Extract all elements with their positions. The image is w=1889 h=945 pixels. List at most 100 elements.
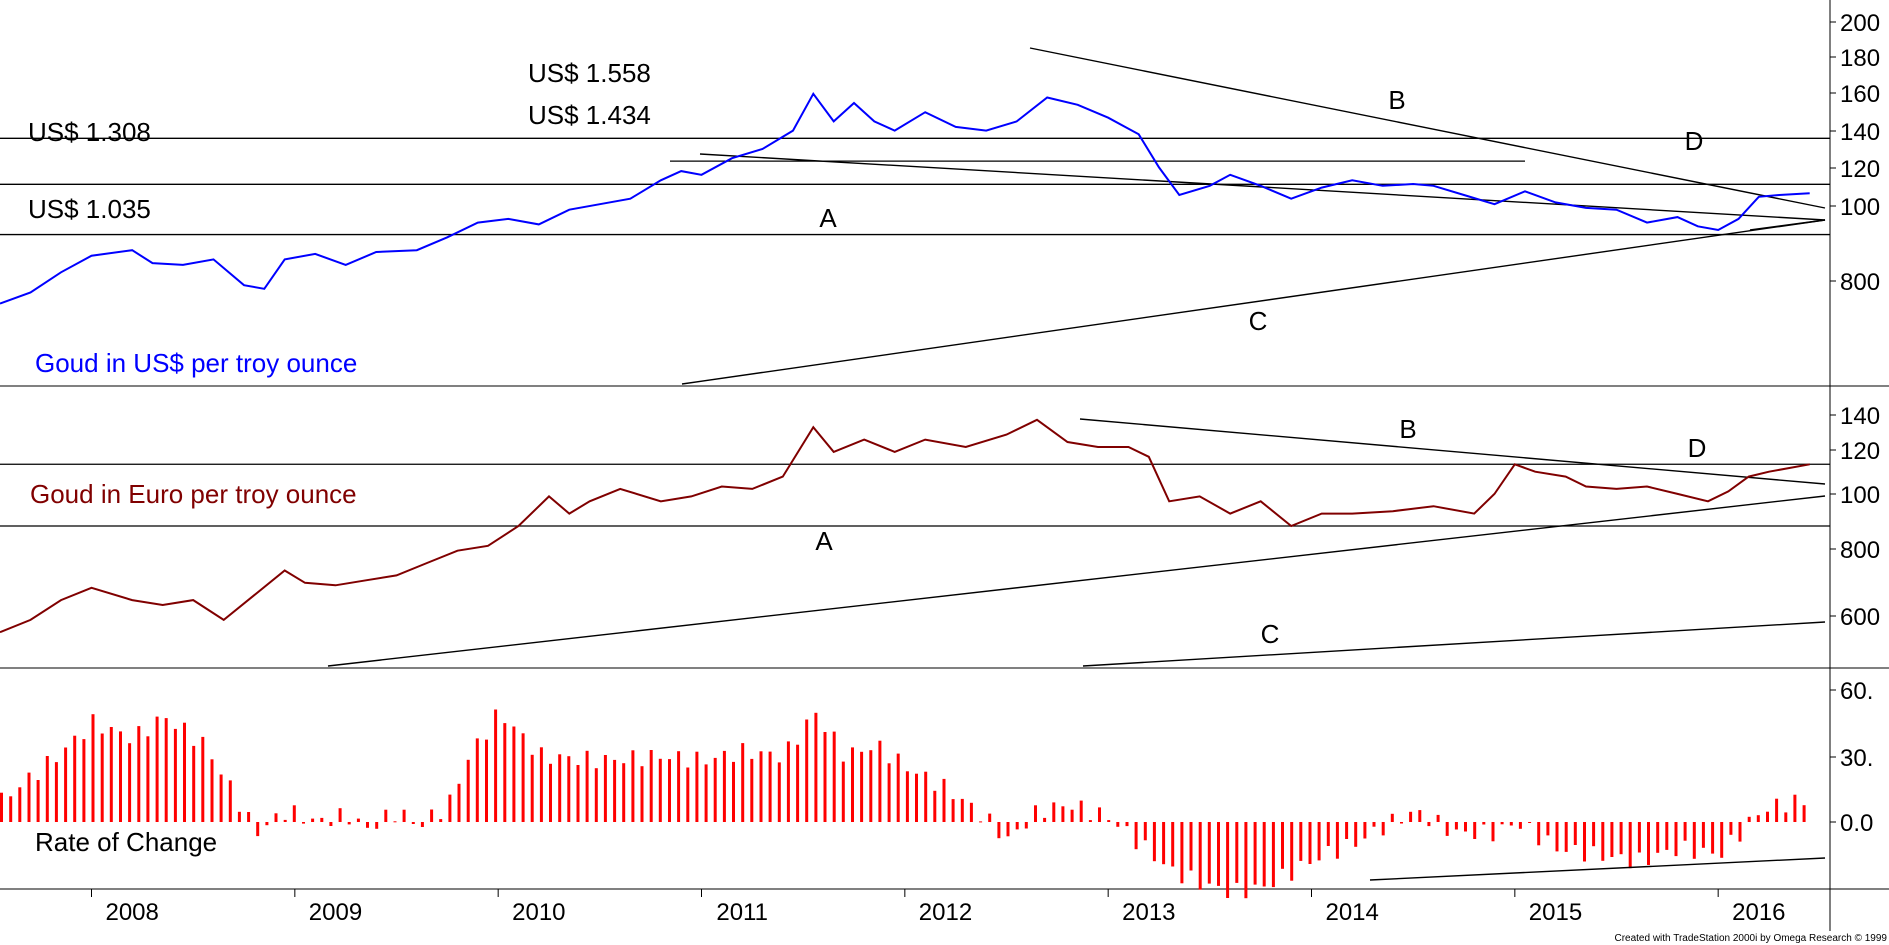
roc-bar bbox=[1537, 822, 1541, 846]
roc-bar bbox=[356, 818, 360, 822]
level-label: US$ 1.035 bbox=[28, 194, 151, 224]
roc-bar bbox=[302, 822, 305, 824]
roc-bar bbox=[603, 755, 607, 822]
gold-eur-line bbox=[0, 418, 1810, 634]
roc-bar bbox=[320, 817, 324, 822]
roc-bar bbox=[1701, 822, 1705, 848]
roc-bar bbox=[1720, 822, 1724, 858]
roc-bar bbox=[292, 805, 296, 822]
roc-bar bbox=[1354, 822, 1358, 847]
roc-bar bbox=[1079, 800, 1083, 822]
roc-bar bbox=[896, 753, 900, 822]
trend-line bbox=[1749, 219, 1826, 231]
roc-bar bbox=[164, 718, 168, 822]
roc-bar bbox=[686, 767, 690, 822]
roc-bar bbox=[988, 813, 992, 822]
roc-bar bbox=[695, 751, 699, 822]
roc-bar bbox=[1500, 822, 1504, 825]
roc-bar bbox=[329, 822, 333, 826]
y-tick-label: 60. bbox=[1840, 678, 1873, 705]
roc-bar bbox=[951, 799, 955, 822]
roc-bar bbox=[411, 822, 415, 824]
trend-line-label: B bbox=[1388, 85, 1405, 115]
x-tick-label: 2015 bbox=[1529, 899, 1582, 926]
roc-bar bbox=[777, 762, 781, 822]
roc-bar bbox=[1207, 822, 1211, 884]
roc-bar bbox=[1628, 822, 1632, 869]
y-tick-label: 140 bbox=[1840, 119, 1880, 146]
roc-bar bbox=[375, 822, 379, 829]
roc-bar bbox=[585, 750, 589, 822]
y-tick-label: 100 bbox=[1840, 482, 1880, 509]
roc-bar bbox=[265, 822, 269, 826]
roc-bar bbox=[1409, 811, 1413, 822]
roc-bar bbox=[283, 819, 287, 822]
roc-bar bbox=[1747, 816, 1751, 822]
x-tick-label: 2011 bbox=[716, 899, 768, 926]
roc-bar bbox=[1317, 822, 1321, 861]
roc-bar bbox=[530, 754, 534, 822]
roc-bar bbox=[137, 726, 141, 822]
roc-bar bbox=[1656, 822, 1660, 853]
roc-title: Rate of Change bbox=[35, 827, 217, 857]
gold-usd-title: Goud in US$ per troy ounce bbox=[35, 348, 357, 378]
roc-bar bbox=[567, 756, 571, 822]
x-tick-label: 2008 bbox=[105, 899, 158, 926]
roc-bar bbox=[997, 822, 1001, 839]
roc-bar bbox=[786, 741, 790, 822]
roc-bar bbox=[73, 735, 77, 822]
roc-bar bbox=[1509, 822, 1513, 826]
roc-bar bbox=[841, 761, 845, 822]
roc-bar bbox=[1335, 822, 1339, 859]
roc-bar bbox=[1583, 822, 1586, 862]
roc-bar bbox=[155, 716, 159, 822]
roc-bar bbox=[640, 766, 644, 822]
roc-bar bbox=[1647, 822, 1650, 865]
roc-bar bbox=[311, 818, 315, 822]
roc-bar bbox=[0, 792, 3, 822]
roc-bar bbox=[1043, 817, 1047, 822]
roc-bar bbox=[1290, 822, 1294, 881]
roc-bar bbox=[915, 773, 918, 822]
roc-bar bbox=[119, 731, 122, 822]
roc-bar bbox=[237, 811, 241, 822]
roc-bar bbox=[1683, 822, 1687, 841]
y-tick-label: 120 bbox=[1840, 438, 1880, 465]
y-tick-label: 800 bbox=[1840, 537, 1880, 564]
gold-usd-line bbox=[0, 91, 1810, 305]
roc-bar bbox=[1107, 820, 1111, 822]
roc-bar bbox=[54, 762, 58, 822]
roc-bar bbox=[1445, 822, 1449, 836]
roc-bar bbox=[1372, 822, 1376, 827]
roc-bar bbox=[1546, 822, 1550, 836]
roc-bar bbox=[1180, 822, 1184, 884]
roc-bar bbox=[658, 758, 662, 822]
level-label: US$ 1.308 bbox=[28, 117, 151, 147]
roc-bar bbox=[933, 790, 937, 822]
roc-bar bbox=[1134, 822, 1138, 850]
roc-bar bbox=[704, 764, 708, 822]
roc-bar bbox=[1326, 822, 1330, 846]
gold-eur-title: Goud in Euro per troy ounce bbox=[30, 479, 357, 509]
y-tick-label: 800 bbox=[1840, 269, 1880, 296]
roc-bar bbox=[1198, 822, 1202, 890]
x-tick-label: 2009 bbox=[309, 899, 362, 926]
x-tick-label: 2014 bbox=[1325, 899, 1378, 926]
trend-line bbox=[1369, 857, 1826, 881]
rate-of-change-panel: Rate of Change 60. 30. 0.0 bbox=[0, 678, 1873, 899]
trend-line bbox=[327, 495, 1826, 667]
roc-bar bbox=[1454, 822, 1458, 830]
roc-bar bbox=[183, 722, 186, 822]
trend-line-label: A bbox=[819, 203, 837, 233]
roc-bar bbox=[750, 758, 754, 822]
roc-bar bbox=[823, 732, 827, 822]
roc-bar bbox=[1738, 822, 1742, 842]
roc-bar bbox=[1784, 812, 1788, 822]
roc-bar bbox=[549, 763, 552, 822]
roc-bar bbox=[1299, 822, 1303, 861]
roc-bar bbox=[677, 751, 681, 822]
y-tick-label: 180 bbox=[1840, 45, 1880, 72]
roc-bar bbox=[1637, 822, 1641, 853]
roc-bar bbox=[274, 813, 278, 822]
roc-bar bbox=[594, 768, 598, 822]
